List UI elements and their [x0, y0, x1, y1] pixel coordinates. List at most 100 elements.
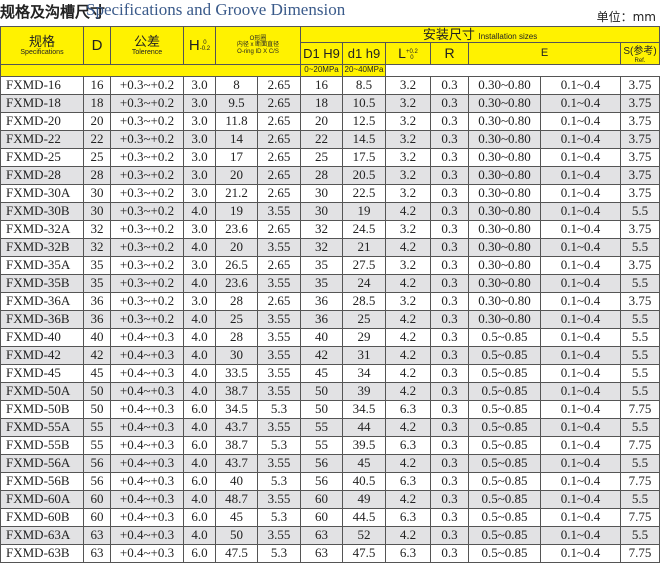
table-cell: 6.0 [183, 399, 216, 419]
table-cell: 25 [83, 147, 111, 167]
table-cell: FXMD-25 [0, 147, 84, 167]
table-cell: 0.5~0.85 [468, 453, 541, 473]
table-cell: 21 [342, 237, 386, 257]
table-cell: 2.65 [257, 147, 301, 167]
table-cell: 3.2 [385, 111, 431, 131]
table-cell: 63 [300, 525, 343, 545]
table-cell: 6.3 [385, 507, 431, 527]
table-cell: 0.3 [430, 525, 469, 545]
header-r: R [430, 42, 469, 65]
table-cell: 0.5~0.85 [468, 327, 541, 347]
table-cell: 0.30~0.80 [468, 255, 541, 275]
table-cell: 0.1~0.4 [540, 363, 621, 383]
table-cell: 0.1~0.4 [540, 201, 621, 221]
table-cell: 3.55 [257, 237, 301, 257]
table-cell: 56 [83, 471, 111, 491]
table-cell: 50 [300, 381, 343, 401]
header-d1-h9: d1 h9 [342, 42, 386, 65]
table-cell: +0.4~+0.3 [110, 507, 184, 527]
table-cell: 7.75 [619, 507, 660, 527]
table-cell: 0.1~0.4 [540, 417, 621, 437]
table-cell: +0.4~+0.3 [110, 543, 184, 563]
table-cell: +0.4~+0.3 [110, 489, 184, 509]
table-cell: 4.0 [183, 237, 216, 257]
table-cell: 12.5 [342, 111, 386, 131]
table-cell: 4.0 [183, 327, 216, 347]
table-row: FXMD-60B 60 +0.4~+0.3 6.0 45 5.3 60 44.5 6.3 0.3 0… [0, 507, 660, 527]
table-cell: 28.5 [342, 291, 386, 311]
table-cell: 22 [83, 129, 111, 149]
table-cell: 0.5~0.85 [468, 363, 541, 383]
table-cell: 52 [342, 525, 386, 545]
table-cell: 3.2 [385, 93, 431, 113]
table-cell: 55 [300, 417, 343, 437]
table-cell: 20 [215, 165, 258, 185]
table-cell: 63 [300, 543, 343, 563]
table-row: FXMD-22 22 +0.3~+0.2 3.0 14 2.65 22 14.5 3.2 0.3 0… [0, 129, 660, 149]
table-cell: 0.3 [430, 327, 469, 347]
table-cell: 28 [215, 291, 258, 311]
table-cell: 25 [300, 147, 343, 167]
table-cell: FXMD-55A [0, 417, 84, 437]
table-cell: +0.3~+0.2 [110, 129, 184, 149]
table-cell: 0.1~0.4 [540, 183, 621, 203]
table-row: FXMD-50B 50 +0.4~+0.3 6.0 34.5 5.3 50 34.5 6.3 0.… [0, 399, 660, 419]
table-cell: +0.3~+0.2 [110, 291, 184, 311]
table-cell: 5.5 [619, 327, 660, 347]
table-cell: 0.30~0.80 [468, 93, 541, 113]
table-cell: 4.0 [183, 363, 216, 383]
table-cell: 29 [342, 327, 386, 347]
table-cell: 36 [300, 291, 343, 311]
table-cell: 36 [83, 291, 111, 311]
table-cell: 40 [215, 471, 258, 491]
table-cell: +0.3~+0.2 [110, 255, 184, 275]
table-cell: 0.3 [430, 453, 469, 473]
table-cell: +0.3~+0.2 [110, 147, 184, 167]
table-cell: 0.3 [430, 201, 469, 221]
table-cell: 3.75 [619, 93, 660, 113]
table-cell: 30 [83, 183, 111, 203]
table-row: FXMD-63A 63 +0.4~+0.3 4.0 50 3.55 63 52 4.2 0.3 0.… [0, 525, 660, 545]
table-row: FXMD-36B 36 +0.3~+0.2 4.0 25 3.55 36 25 4.2 0.3 0.… [0, 309, 660, 329]
table-cell: 50 [215, 525, 258, 545]
table-cell: 27.5 [342, 255, 386, 275]
table-cell: 0.5~0.85 [468, 525, 541, 545]
table-cell: 4.0 [183, 525, 216, 545]
table-cell: 35 [300, 273, 343, 293]
table-cell: 0.30~0.80 [468, 129, 541, 149]
table-cell: 0.1~0.4 [540, 471, 621, 491]
table-cell: 55 [300, 435, 343, 455]
table-cell: FXMD-50A [0, 381, 84, 401]
table-cell: 4.0 [183, 309, 216, 329]
table-cell: 42 [83, 345, 111, 365]
table-cell: 3.0 [183, 147, 216, 167]
table-cell: 42 [300, 345, 343, 365]
table-cell: 14 [215, 129, 258, 149]
table-cell: 0.1~0.4 [540, 147, 621, 167]
table-cell: 20.5 [342, 165, 386, 185]
table-cell: 0.30~0.80 [468, 111, 541, 131]
table-cell: 4.2 [385, 381, 431, 401]
table-cell: 0.5~0.85 [468, 417, 541, 437]
table-cell: 4.0 [183, 489, 216, 509]
table-cell: 5.5 [619, 489, 660, 509]
table-cell: 16 [300, 75, 343, 95]
table-cell: 3.2 [385, 183, 431, 203]
table-row: FXMD-55A 55 +0.4~+0.3 4.0 43.7 3.55 55 44 4.2 0.3… [0, 417, 660, 437]
table-cell: 40 [83, 327, 111, 347]
table-cell: 5.5 [619, 273, 660, 293]
table-cell: 18 [83, 93, 111, 113]
table-cell: 25 [342, 309, 386, 329]
table-cell: 0.30~0.80 [468, 75, 541, 95]
table-cell: FXMD-35A [0, 255, 84, 275]
table-cell: 10.5 [342, 93, 386, 113]
table-cell: 60 [300, 507, 343, 527]
table-cell: 44 [342, 417, 386, 437]
table-cell: 3.0 [183, 255, 216, 275]
table-cell: 2.65 [257, 93, 301, 113]
table-cell: 3.75 [619, 291, 660, 311]
table-cell: 0.3 [430, 309, 469, 329]
table-cell: 3.0 [183, 165, 216, 185]
header-s: S(参考) Ref. [619, 42, 660, 65]
table-cell: FXMD-42 [0, 345, 84, 365]
